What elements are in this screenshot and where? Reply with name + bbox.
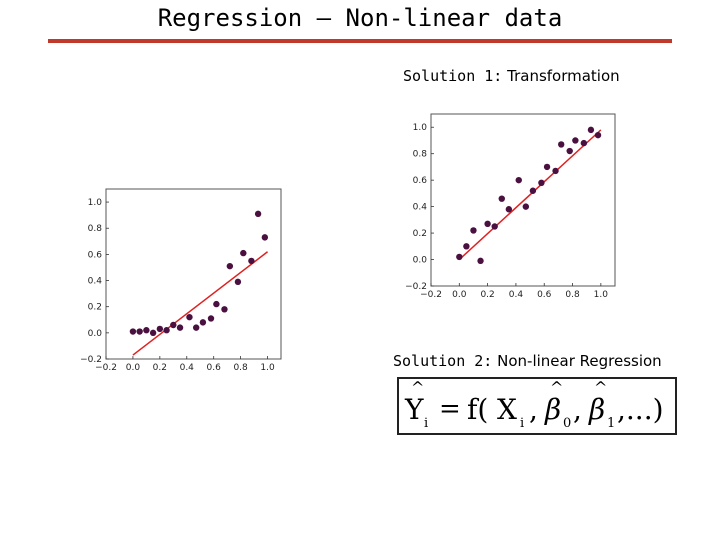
formula-beta-0-hat: ^ — [550, 379, 563, 397]
slide-title: Regression – Non-linear data — [157, 4, 563, 32]
title-underline — [48, 39, 672, 43]
data-point — [543, 163, 551, 171]
formula-y-subscript: i — [424, 416, 428, 431]
data-point — [199, 319, 207, 326]
data-point — [456, 253, 463, 261]
formula-y-hat: Y — [404, 393, 424, 426]
solution-2-text: Non-linear Regression — [497, 352, 662, 370]
y-tick-label: 1.0 — [413, 123, 428, 133]
data-point — [163, 327, 170, 334]
x-tick-label: −0.2 — [95, 363, 117, 373]
y-tick-label: 0.4 — [88, 277, 103, 287]
data-point — [463, 243, 470, 250]
x-tick-label: 0.6 — [207, 363, 222, 373]
formula-beta-1-hat: ^ — [594, 379, 607, 397]
data-point — [580, 139, 588, 147]
formula-x-subscript: i — [520, 416, 524, 431]
data-point — [207, 315, 215, 322]
formula-beta-0-subscript: 0 — [563, 416, 571, 431]
nonlinear-regression-formula: Y ^ i = f( X i , β ^ 0 , β ^ 1 ,...) — [397, 377, 677, 435]
solution-2-caption: Solution 2: Non-linear Regression — [393, 352, 662, 370]
y-tick-label: 0.4 — [413, 203, 428, 213]
x-tick-label: 0.6 — [537, 290, 552, 300]
data-point — [254, 210, 262, 218]
data-point — [572, 137, 579, 144]
data-point — [505, 206, 513, 213]
solution-1-caption: Solution 1: Transformation — [403, 67, 620, 85]
data-point — [477, 257, 484, 265]
x-tick-label: 0.4 — [509, 290, 524, 300]
y-tick-label: 0.2 — [88, 303, 102, 313]
data-point — [234, 278, 242, 286]
data-point — [226, 262, 234, 270]
formula-beta-1: β — [588, 393, 605, 426]
x-tick-label: 0.8 — [233, 363, 248, 373]
x-tick-label: 0.2 — [153, 363, 167, 373]
y-tick-label: 0.8 — [413, 150, 428, 160]
data-point — [498, 195, 505, 202]
formula-beta-1-subscript: 1 — [607, 416, 615, 431]
x-tick-label: 0.4 — [180, 363, 195, 373]
y-tick-label: 0.6 — [413, 176, 428, 186]
data-point — [470, 227, 477, 234]
data-point — [143, 327, 150, 334]
plot-frame — [430, 113, 616, 287]
x-tick-label: 0.0 — [126, 363, 141, 373]
data-point — [587, 126, 595, 134]
data-point — [522, 203, 530, 210]
formula-comma-2: , — [573, 393, 582, 426]
y-tick-label: 0.0 — [88, 329, 103, 339]
data-point — [558, 141, 565, 148]
data-point — [156, 325, 164, 333]
formula-function: f( — [467, 393, 488, 426]
formula-equation: Y ^ i = f( X i , β ^ 0 , β ^ 1 ,...) — [404, 378, 664, 431]
x-tick-label: 0.2 — [480, 290, 494, 300]
data-point — [529, 187, 537, 194]
data-point — [192, 324, 200, 331]
y-tick-label: 1.0 — [88, 198, 103, 208]
data-point — [491, 223, 498, 230]
data-point — [170, 321, 177, 329]
data-point — [552, 167, 559, 175]
data-point — [566, 147, 573, 155]
y-tick-label: 0.2 — [413, 229, 427, 239]
data-point — [149, 329, 157, 337]
data-point — [136, 328, 143, 335]
data-point — [213, 300, 220, 308]
x-tick-label: 1.0 — [594, 290, 609, 300]
data-point — [594, 131, 602, 139]
data-point — [515, 176, 522, 184]
data-point — [538, 179, 545, 186]
x-tick-label: −0.2 — [420, 290, 442, 300]
transformed-data-scatter-plot: −0.2 0.0 0.2 0.4 0.6 0.8 1.0 −0.2 0.0 0.2 0.4 0.6 0.… — [405, 113, 616, 300]
formula-tail: ,...) — [617, 393, 664, 426]
data-point — [261, 234, 269, 241]
formula-x-var: X — [497, 393, 517, 426]
data-point — [129, 328, 137, 335]
formula-comma-1: , — [529, 393, 538, 426]
formula-hat-mark: ^ — [411, 379, 424, 397]
data-point — [186, 313, 193, 321]
x-tick-label: 1.0 — [260, 363, 275, 373]
x-tick-label: 0.0 — [452, 290, 467, 300]
y-tick-label: 0.6 — [88, 250, 103, 260]
solution-1-prefix: Solution 1: — [403, 67, 503, 85]
y-tick-label: −0.2 — [405, 282, 427, 292]
regression-line — [132, 251, 268, 356]
data-point — [240, 249, 247, 257]
x-tick-label: 0.8 — [565, 290, 580, 300]
original-data-scatter-plot: −0.2 0.0 0.2 0.4 0.6 0.8 1.0 −0.2 0.0 0.2 0.4 0.6 0.… — [80, 188, 282, 373]
data-point — [221, 306, 228, 313]
regression-line — [458, 129, 602, 261]
data-point — [248, 257, 255, 265]
formula-beta-0: β — [544, 393, 561, 426]
data-point — [484, 220, 491, 228]
y-tick-label: −0.2 — [80, 355, 102, 365]
solution-1-text: Transformation — [507, 67, 620, 85]
data-point — [176, 324, 184, 331]
y-tick-label: 0.8 — [88, 224, 103, 234]
formula-equals: = — [439, 394, 461, 424]
solution-2-prefix: Solution 2: — [393, 352, 493, 370]
y-tick-label: 0.0 — [413, 256, 428, 266]
